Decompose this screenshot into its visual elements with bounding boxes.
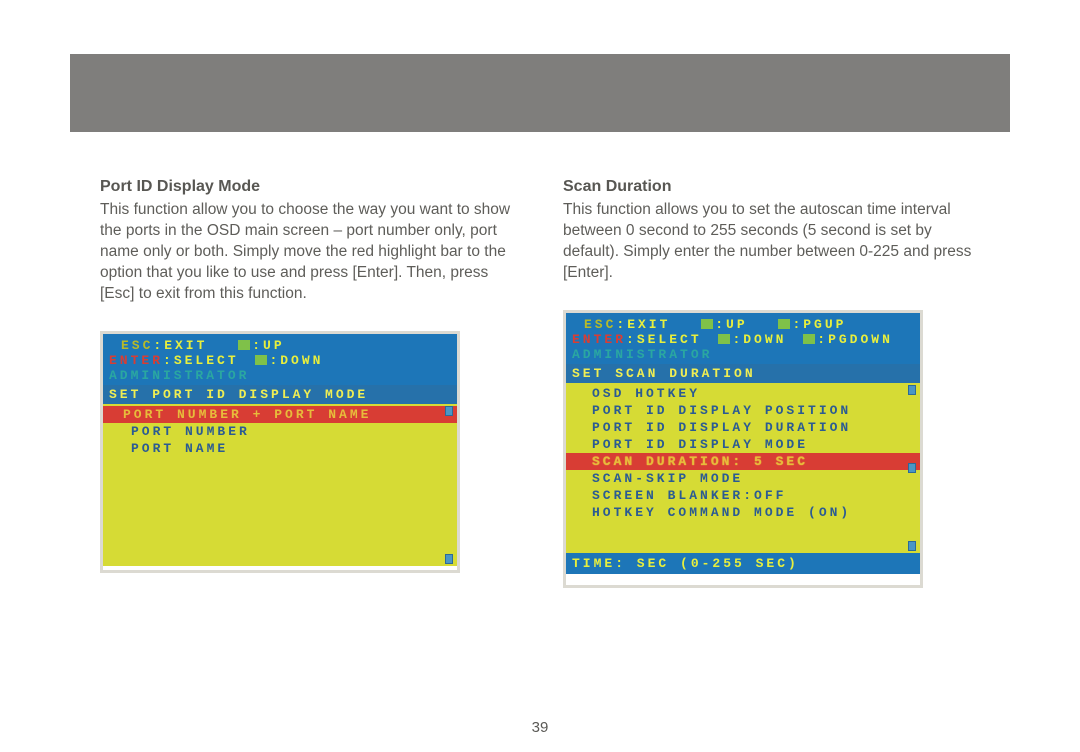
esc-label: ESC xyxy=(121,338,153,353)
osd-menu-item[interactable]: PORT ID DISPLAY POSITION xyxy=(566,402,920,419)
up-label: :UP xyxy=(715,317,747,332)
left-title: Port ID Display Mode xyxy=(100,178,517,196)
left-column: Port ID Display Mode This function allow… xyxy=(100,178,517,588)
time-label: TIME: SEC (0-255 SEC) xyxy=(572,556,799,571)
osd-menu-item[interactable]: PORT ID DISPLAY MODE xyxy=(566,436,920,453)
osd-menu-item[interactable]: SCAN DURATION: 5 SEC xyxy=(566,453,920,470)
osd-menu-item[interactable]: PORT NAME xyxy=(103,440,457,457)
osd-right-header: SET SCAN DURATION xyxy=(566,364,920,383)
osd-left-header: SET PORT ID DISPLAY MODE xyxy=(103,385,457,404)
right-title: Scan Duration xyxy=(563,178,980,196)
osd-right-bottom: TIME: SEC (0-255 SEC) xyxy=(566,553,920,574)
right-column: Scan Duration This function allows you t… xyxy=(563,178,980,588)
down-arrow-icon xyxy=(718,334,730,344)
osd-menu-item[interactable]: PORT NUMBER + PORT NAME xyxy=(103,406,457,423)
osd-menu-item[interactable]: SCAN-SKIP MODE xyxy=(566,470,920,487)
exit-label: :EXIT xyxy=(153,338,207,353)
osd-screenshot-left: ESC:EXIT :UP ENTER:SELECT :DOWN ADMINIST… xyxy=(100,331,460,573)
enter-label: ENTER xyxy=(572,332,626,347)
main-content: Port ID Display Mode This function allow… xyxy=(100,178,980,588)
page-number: 39 xyxy=(0,719,1080,736)
up-label: :UP xyxy=(252,338,284,353)
osd-menu-item[interactable]: OSD HOTKEY xyxy=(566,385,920,402)
enter-label: ENTER xyxy=(109,353,163,368)
up-arrow-icon xyxy=(701,319,713,329)
admin-label: ADMINISTRATOR xyxy=(572,347,914,362)
admin-label: ADMINISTRATOR xyxy=(109,368,451,383)
left-body: This function allow you to choose the wa… xyxy=(100,200,517,305)
osd-right-top: ESC:EXIT :UP :PGUP ENTER:SELECT :DOWN :P… xyxy=(566,313,920,364)
down-arrow-icon xyxy=(255,355,267,365)
osd-menu-item[interactable]: PORT NUMBER xyxy=(103,423,457,440)
osd-screenshot-right: ESC:EXIT :UP :PGUP ENTER:SELECT :DOWN :P… xyxy=(563,310,923,588)
select-label: :SELECT xyxy=(626,332,702,347)
scroll-indicator xyxy=(908,383,918,553)
scroll-indicator xyxy=(445,404,455,566)
down-label: :DOWN xyxy=(732,332,786,347)
pgdown-arrow-icon xyxy=(803,334,815,344)
osd-menu-item[interactable]: PORT ID DISPLAY DURATION xyxy=(566,419,920,436)
exit-label: :EXIT xyxy=(616,317,670,332)
pgup-label: :PGUP xyxy=(792,317,846,332)
esc-label: ESC xyxy=(584,317,616,332)
pgup-arrow-icon xyxy=(778,319,790,329)
header-banner xyxy=(70,54,1010,132)
down-label: :DOWN xyxy=(269,353,323,368)
up-arrow-icon xyxy=(238,340,250,350)
osd-menu-item[interactable]: HOTKEY COMMAND MODE (ON) xyxy=(566,504,920,521)
osd-left-top: ESC:EXIT :UP ENTER:SELECT :DOWN ADMINIST… xyxy=(103,334,457,385)
osd-right-body: OSD HOTKEYPORT ID DISPLAY POSITIONPORT I… xyxy=(566,383,920,553)
select-label: :SELECT xyxy=(163,353,239,368)
osd-menu-item[interactable]: SCREEN BLANKER:OFF xyxy=(566,487,920,504)
right-body: This function allows you to set the auto… xyxy=(563,200,980,284)
osd-left-body: PORT NUMBER + PORT NAME PORT NUMBER PORT… xyxy=(103,404,457,566)
pgdown-label: :PGDOWN xyxy=(817,332,893,347)
